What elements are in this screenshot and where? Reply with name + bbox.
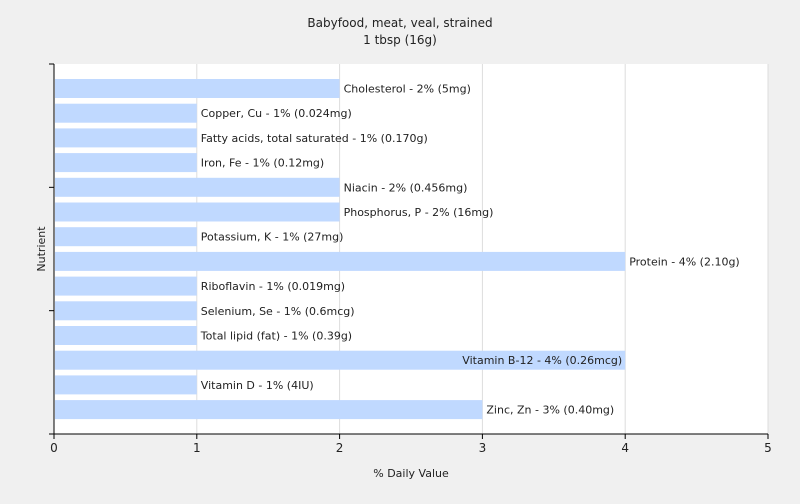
bar	[55, 350, 626, 370]
bar-data-label: Potassium, K - 1% (27mg)	[201, 231, 344, 244]
bar	[55, 103, 197, 123]
bar-data-label: Riboflavin - 1% (0.019mg)	[201, 280, 345, 293]
y-axis-title: Nutrient	[35, 226, 48, 272]
bar	[55, 375, 197, 395]
bars	[55, 79, 626, 420]
axes	[53, 64, 768, 435]
bar-data-label: Zinc, Zn - 3% (0.40mg)	[486, 404, 614, 417]
bar	[55, 400, 483, 420]
x-axis-title: % Daily Value	[373, 467, 449, 480]
bar-data-label: Selenium, Se - 1% (0.6mcg)	[201, 305, 355, 318]
x-tick-label: 5	[764, 441, 772, 455]
x-tick-label: 1	[193, 441, 201, 455]
bar	[55, 326, 197, 345]
bar-data-label: Protein - 4% (2.10g)	[629, 255, 740, 268]
bar-data-label: Vitamin D - 1% (4IU)	[201, 379, 314, 392]
bar	[55, 202, 340, 222]
plot-area	[54, 64, 768, 434]
bar-data-label: Fatty acids, total saturated - 1% (0.170…	[201, 132, 428, 145]
bar	[55, 301, 197, 321]
bar-data-label: Cholesterol - 2% (5mg)	[344, 83, 471, 96]
bar	[55, 79, 340, 98]
x-tick-label: 3	[479, 441, 487, 455]
x-ticks: 0 1 2 3 4 5	[50, 434, 772, 455]
bar-data-label: Total lipid (fat) - 1% (0.39g)	[200, 330, 352, 343]
bar-data-label: Phosphorus, P - 2% (16mg)	[344, 206, 494, 219]
bar	[55, 128, 197, 148]
x-tick-label: 4	[621, 441, 629, 455]
bar-labels: Cholesterol - 2% (5mg) Copper, Cu - 1% (0…	[200, 83, 740, 417]
bar	[55, 153, 197, 173]
y-ticks	[49, 63, 54, 435]
bar	[55, 276, 197, 296]
bar-data-label: Iron, Fe - 1% (0.12mg)	[201, 157, 324, 170]
x-tick-label: 2	[336, 441, 344, 455]
chart-title: Babyfood, meat, veal, strained	[307, 16, 492, 30]
chart-subtitle: 1 tbsp (16g)	[363, 33, 437, 47]
bar	[55, 227, 197, 247]
bar	[55, 177, 340, 197]
bar-data-label: Copper, Cu - 1% (0.024mg)	[201, 107, 352, 120]
bar	[55, 251, 626, 271]
grid-lines	[196, 64, 769, 434]
bar-data-label: Vitamin B-12 - 4% (0.26mcg)	[462, 354, 622, 367]
x-tick-label: 0	[50, 441, 58, 455]
bar-data-label: Niacin - 2% (0.456mg)	[344, 181, 468, 194]
